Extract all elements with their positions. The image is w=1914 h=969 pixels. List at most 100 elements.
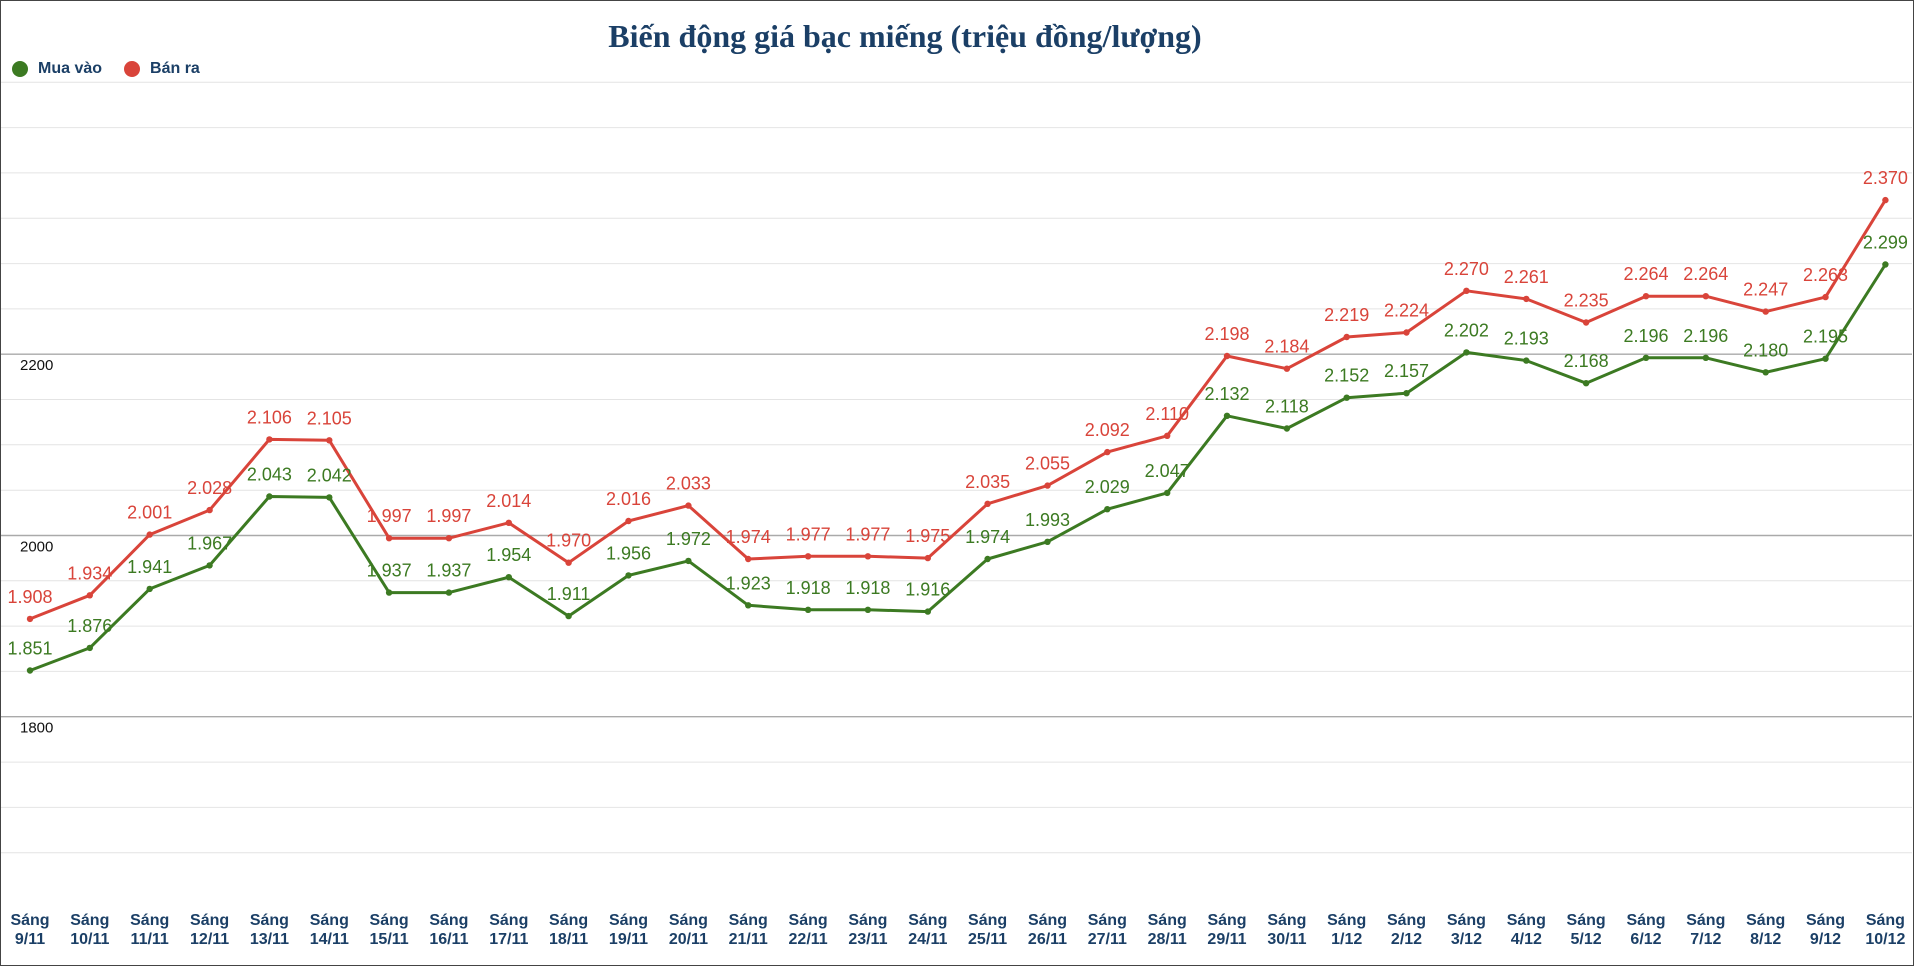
data-point[interactable]	[1044, 538, 1051, 545]
data-label: 2.043	[247, 465, 292, 485]
data-point[interactable]	[1822, 293, 1829, 301]
data-point[interactable]	[1223, 352, 1231, 360]
data-label: 2.132	[1204, 384, 1249, 404]
data-point[interactable]	[685, 502, 692, 509]
x-tick-label: Sáng 15/11	[370, 912, 409, 948]
data-label: 2.299	[1863, 233, 1908, 253]
data-point[interactable]	[984, 555, 991, 563]
data-point[interactable]	[924, 608, 931, 615]
series-lines	[26, 196, 1889, 674]
data-point[interactable]	[505, 574, 512, 581]
data-label: 2.001	[127, 503, 172, 523]
data-label: 2.168	[1564, 351, 1609, 371]
data-label: 1.941	[127, 557, 172, 577]
data-point[interactable]	[146, 585, 153, 593]
data-point[interactable]	[445, 535, 453, 542]
data-point[interactable]	[326, 494, 333, 501]
data-label: 2.152	[1324, 366, 1369, 386]
x-tick-label: Sáng 16/11	[429, 912, 468, 948]
data-point[interactable]	[206, 562, 213, 569]
data-point[interactable]	[625, 572, 632, 579]
x-tick-label: Sáng 25/11	[968, 912, 1007, 948]
legend: Mua vào Bán ra	[12, 60, 222, 78]
data-point[interactable]	[1164, 489, 1171, 497]
data-point[interactable]	[804, 606, 812, 613]
data-point[interactable]	[1762, 308, 1769, 315]
data-label: 1.911	[547, 584, 591, 604]
data-point[interactable]	[565, 612, 572, 620]
data-point[interactable]	[1463, 349, 1470, 356]
data-point[interactable]	[1882, 196, 1889, 204]
data-point[interactable]	[1283, 365, 1291, 372]
data-label: 1.974	[965, 527, 1010, 547]
data-label: 2.370	[1863, 168, 1908, 188]
data-point[interactable]	[685, 557, 692, 565]
data-label: 2.106	[247, 407, 292, 427]
data-point[interactable]	[1523, 357, 1530, 364]
data-point[interactable]	[984, 500, 991, 507]
data-point[interactable]	[86, 592, 94, 599]
data-label: 2.180	[1743, 340, 1788, 360]
data-point[interactable]	[1523, 295, 1530, 303]
data-point[interactable]	[864, 606, 872, 613]
data-point[interactable]	[1463, 287, 1470, 294]
data-point[interactable]	[1882, 261, 1889, 268]
data-point[interactable]	[1822, 355, 1829, 362]
data-point[interactable]	[864, 553, 872, 560]
data-point[interactable]	[1343, 333, 1350, 341]
data-point[interactable]	[1702, 354, 1710, 361]
data-point[interactable]	[1104, 506, 1111, 513]
data-point[interactable]	[1642, 293, 1650, 300]
data-point[interactable]	[804, 553, 812, 560]
data-label: 2.270	[1444, 259, 1489, 279]
data-point[interactable]	[1343, 394, 1350, 401]
data-point[interactable]	[625, 517, 632, 525]
data-label: 1.972	[666, 529, 711, 549]
data-label: 1.967	[187, 533, 232, 553]
data-point[interactable]	[1223, 412, 1231, 419]
data-point[interactable]	[1762, 369, 1769, 376]
data-point[interactable]	[385, 589, 393, 596]
data-point[interactable]	[385, 535, 393, 542]
data-label: 2.198	[1204, 324, 1249, 344]
x-tick-label: Sáng 21/11	[729, 912, 768, 948]
x-tick-label: Sáng 8/12	[1746, 912, 1785, 948]
data-point[interactable]	[1044, 482, 1051, 489]
x-tick-label: Sáng 2/12	[1387, 912, 1426, 948]
grid-lines	[0, 81, 1912, 854]
data-point[interactable]	[745, 602, 752, 609]
data-label: 2.042	[307, 465, 352, 485]
data-point[interactable]	[206, 506, 213, 514]
data-label: 2.110	[1145, 404, 1189, 424]
data-point[interactable]	[86, 644, 94, 652]
data-point[interactable]	[1642, 354, 1650, 361]
legend-item-ban-ra[interactable]: Bán ra	[124, 60, 200, 78]
data-label: 1.993	[1025, 510, 1070, 530]
x-tick-label: Sáng 22/11	[789, 912, 828, 948]
data-point[interactable]	[924, 554, 931, 562]
data-point[interactable]	[146, 531, 153, 538]
data-point[interactable]	[266, 436, 273, 443]
data-label: 2.193	[1504, 329, 1549, 349]
data-label: 1.970	[546, 531, 591, 551]
data-point[interactable]	[565, 559, 572, 566]
data-point[interactable]	[1164, 432, 1171, 439]
legend-item-mua-vao[interactable]: Mua vào	[12, 60, 102, 78]
data-point[interactable]	[266, 493, 273, 500]
data-point[interactable]	[505, 519, 512, 526]
data-point[interactable]	[1702, 293, 1710, 300]
data-point[interactable]	[745, 555, 752, 563]
data-point[interactable]	[1104, 448, 1111, 456]
data-point[interactable]	[1582, 380, 1590, 387]
data-label: 1.876	[67, 616, 112, 636]
data-point[interactable]	[1582, 319, 1590, 326]
data-point[interactable]	[1283, 425, 1291, 432]
data-point[interactable]	[26, 615, 34, 623]
data-point[interactable]	[1403, 390, 1410, 397]
data-point[interactable]	[1403, 329, 1410, 336]
data-label: 1.908	[7, 587, 52, 607]
data-point[interactable]	[26, 667, 34, 674]
data-point[interactable]	[445, 589, 453, 596]
data-point[interactable]	[326, 437, 333, 444]
data-label: 1.937	[367, 561, 412, 581]
